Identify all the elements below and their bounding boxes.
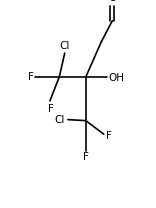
Text: F: F	[28, 72, 34, 82]
Text: Cl: Cl	[54, 115, 65, 125]
Text: O: O	[108, 0, 116, 3]
Text: OH: OH	[108, 73, 124, 83]
Text: F: F	[48, 104, 54, 114]
Text: F: F	[83, 152, 89, 162]
Text: Cl: Cl	[60, 41, 70, 51]
Text: F: F	[106, 131, 112, 141]
